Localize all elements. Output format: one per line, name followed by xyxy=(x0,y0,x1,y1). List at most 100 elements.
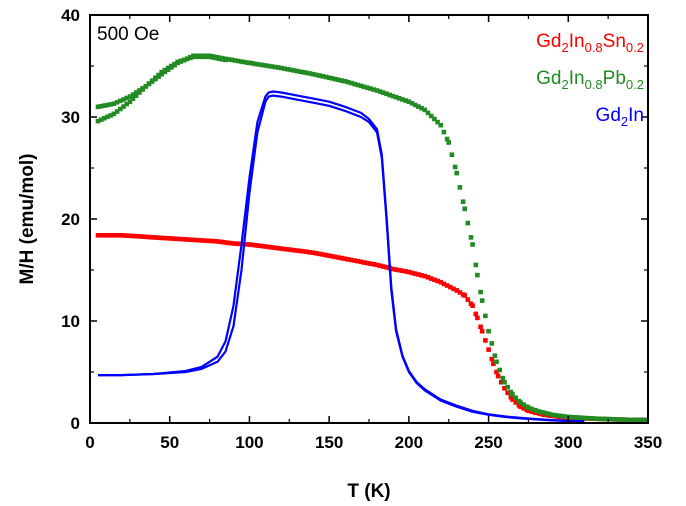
data-point xyxy=(416,272,421,277)
data-point xyxy=(435,119,440,125)
data-point xyxy=(169,63,174,69)
data-point xyxy=(462,293,467,298)
data-point xyxy=(275,245,281,251)
data-point xyxy=(438,122,443,128)
data-point xyxy=(569,414,574,420)
data-point xyxy=(632,417,638,423)
data-point xyxy=(438,279,443,285)
data-point xyxy=(494,369,499,375)
data-point xyxy=(124,95,129,101)
data-point xyxy=(465,220,471,226)
data-point xyxy=(304,70,310,76)
data-point xyxy=(553,412,558,418)
data-point xyxy=(269,245,274,250)
data-point xyxy=(180,236,185,242)
data-point xyxy=(247,60,252,66)
data-point xyxy=(494,359,499,365)
data-point xyxy=(478,289,483,295)
data-point xyxy=(336,77,341,83)
data-point xyxy=(215,239,220,244)
data-point xyxy=(460,199,466,204)
data-point xyxy=(130,92,136,97)
data-point xyxy=(607,416,612,422)
data-point xyxy=(111,101,117,106)
data-point xyxy=(475,272,480,278)
data-point xyxy=(550,412,555,418)
data-point xyxy=(275,65,281,70)
data-point xyxy=(181,57,187,63)
plot-area xyxy=(95,53,648,423)
data-point xyxy=(473,262,479,268)
data-point xyxy=(352,258,357,263)
data-point xyxy=(118,98,123,104)
data-point xyxy=(502,386,507,391)
x-tick-label: 250 xyxy=(474,433,502,452)
data-point xyxy=(216,56,222,61)
y-tick-label: 30 xyxy=(61,108,80,127)
data-point xyxy=(210,55,216,60)
data-point xyxy=(556,413,561,418)
data-point xyxy=(199,238,204,243)
data-point xyxy=(513,400,518,405)
data-point xyxy=(521,406,526,411)
data-point xyxy=(143,84,149,89)
data-point xyxy=(368,261,373,266)
data-point xyxy=(342,256,348,262)
data-point xyxy=(323,74,329,80)
data-point xyxy=(422,273,428,279)
data-point xyxy=(412,102,418,108)
data-point xyxy=(492,353,498,358)
data-point xyxy=(165,65,171,71)
data-point xyxy=(234,241,239,246)
data-point xyxy=(419,273,424,278)
data-point xyxy=(333,254,338,260)
data-point xyxy=(465,297,471,302)
data-point xyxy=(425,275,431,280)
data-point xyxy=(231,241,236,246)
data-point xyxy=(355,258,361,264)
data-point xyxy=(508,389,514,395)
data-point xyxy=(358,83,364,89)
data-point xyxy=(479,298,485,303)
data-point xyxy=(247,242,252,247)
data-point xyxy=(103,233,109,238)
data-point xyxy=(282,246,287,252)
series-1 xyxy=(95,53,648,423)
data-point xyxy=(412,271,418,276)
series-2 xyxy=(98,90,585,423)
data-point xyxy=(428,276,434,281)
data-point xyxy=(263,63,268,68)
data-point xyxy=(377,89,383,94)
data-point xyxy=(623,417,628,422)
data-point xyxy=(597,416,603,422)
data-point xyxy=(397,96,402,101)
data-point xyxy=(194,54,200,60)
data-point xyxy=(371,262,377,267)
data-point xyxy=(191,54,196,60)
data-point xyxy=(228,240,233,246)
data-point xyxy=(95,233,101,238)
data-point xyxy=(336,255,341,260)
data-point xyxy=(127,99,133,104)
data-point xyxy=(585,415,590,421)
data-point xyxy=(462,206,467,212)
data-point xyxy=(220,57,225,62)
data-point xyxy=(452,164,458,170)
data-point xyxy=(591,416,597,421)
data-point xyxy=(518,400,523,405)
data-point xyxy=(384,265,389,270)
data-point xyxy=(223,57,228,63)
data-point xyxy=(232,58,238,63)
data-point xyxy=(256,243,262,248)
data-point xyxy=(237,241,243,247)
data-point xyxy=(114,100,120,105)
data-point xyxy=(479,328,485,334)
field-label: 500 Oe xyxy=(97,24,159,45)
data-point xyxy=(403,98,408,103)
data-point xyxy=(546,411,552,417)
data-point xyxy=(200,54,206,60)
y-tick-label: 40 xyxy=(61,6,80,25)
data-point xyxy=(642,417,648,423)
data-point xyxy=(333,76,338,82)
x-tick-label: 350 xyxy=(634,433,662,452)
